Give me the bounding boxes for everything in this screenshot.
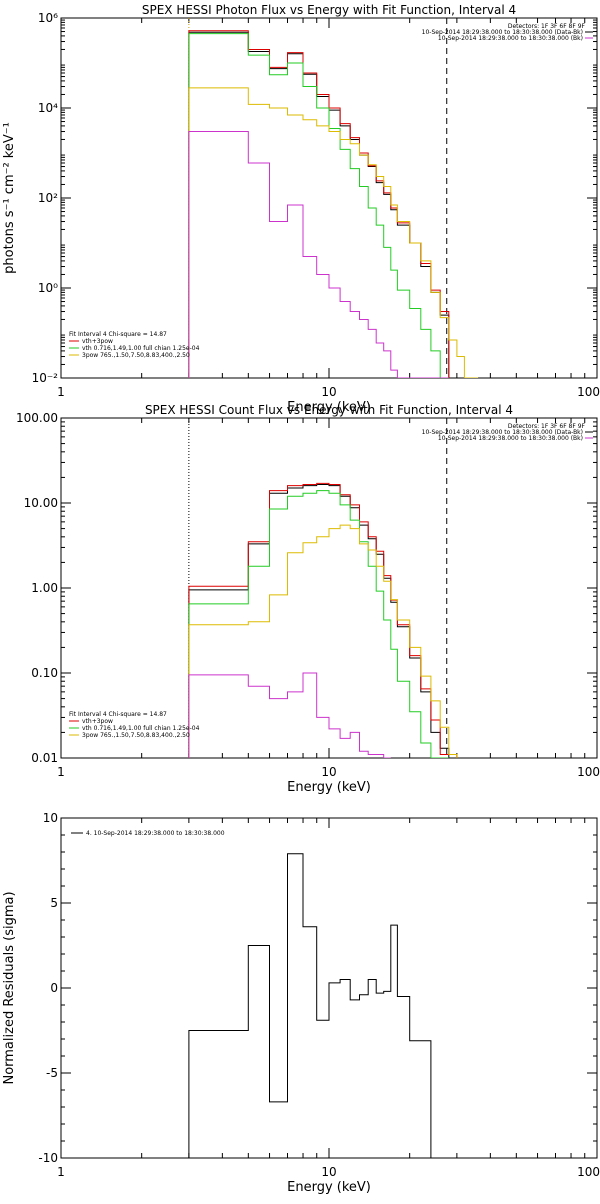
y-tick-label: 10⁰ <box>38 281 58 295</box>
legend-entry: 10-Sep-2014 18:29:38.000 to 18:30:38.000… <box>422 29 583 36</box>
series-vth <box>188 490 449 758</box>
fit-legend-entry: vth+3pow <box>82 718 113 725</box>
series-3pow <box>188 87 479 378</box>
fit-legend-entry: vth 0.716,1.49,1.00 full chian 1.25e-04 <box>82 725 200 732</box>
legend-entry: 10-Sep-2014 18:29:38.000 to 18:30:38.000… <box>438 435 583 442</box>
legend-entry: 4. 10-Sep-2014 18:29:38.000 to 18:30:38.… <box>86 830 225 837</box>
y-tick-label: 0.10 <box>31 666 58 680</box>
x-axis-label: Energy (keV) <box>287 400 371 415</box>
x-tick-label: 10 <box>321 765 336 779</box>
y-tick-label: 5 <box>50 896 58 910</box>
series-group <box>188 30 479 378</box>
y-tick-label: -5 <box>46 1066 58 1080</box>
fit-legend-entry: vth 0.716,1.49,1.00 full chian 1.25e-04 <box>82 345 200 352</box>
y-tick-label: 10⁶ <box>38 11 58 25</box>
series-data-bk <box>188 31 450 378</box>
x-tick-label: 10 <box>321 385 336 399</box>
series-3pow <box>188 524 458 758</box>
y-tick-label: 100.00 <box>16 411 58 425</box>
series-bk <box>188 131 449 378</box>
x-tick-label: 100 <box>577 765 600 779</box>
x-axis-label: Energy (keV) <box>287 1180 371 1195</box>
panel-1: 1 10 100 10⁻² 10⁰ 10² 10⁴ 10⁶ SPEX HESSI Photon … <box>2 3 600 415</box>
y-tick-label: 10.00 <box>24 496 58 510</box>
y-tick-label: 10⁻² <box>32 371 59 385</box>
fit-legend-entry: 3pow 765.,1.50,7.50,8.83,400.,2.50 <box>82 352 190 359</box>
fit-legend-header: Fit Interval 4 Chi-square = 14.87 <box>69 711 167 718</box>
x-tick-label: 100 <box>577 385 600 399</box>
fit-legend-entry: vth+3pow <box>82 338 113 345</box>
y-tick-label: 10² <box>38 191 58 205</box>
series-group <box>188 853 449 1158</box>
legend-entry: 10-Sep-2014 18:29:38.000 to 18:30:38.000… <box>422 429 583 436</box>
chart-title: SPEX HESSI Count Flux vs Energy with Fit… <box>145 403 513 417</box>
x-tick-label: 1 <box>57 385 65 399</box>
series-vth <box>188 33 449 378</box>
chart-title: SPEX HESSI Photon Flux vs Energy with Fi… <box>142 3 516 17</box>
x-tick-label: 1 <box>57 1165 65 1179</box>
legend-entry: 10-Sep-2014 18:29:38.000 to 18:30:38.000… <box>438 35 583 42</box>
y-tick-label: 1.00 <box>31 581 58 595</box>
legend-header: Detectors: 1F 3F 6F 8F 9F <box>508 423 586 430</box>
series-bk <box>188 672 391 758</box>
y-tick-label: 10 <box>43 811 58 825</box>
fit-legend-header: Fit Interval 4 Chi-square = 14.87 <box>69 331 167 338</box>
y-tick-label: -10 <box>38 1151 58 1165</box>
series-group <box>188 482 458 758</box>
legend-header: Detectors: 1F 3F 6F 8F 9F <box>508 23 586 30</box>
x-tick-label: 10 <box>321 1165 336 1179</box>
y-tick-label: 0.01 <box>31 751 58 765</box>
fit-legend-entry: 3pow 765.,1.50,7.50,8.83,400.,2.50 <box>82 732 190 739</box>
plot-frame <box>60 417 598 759</box>
plot-frame <box>60 17 598 379</box>
y-axis-label: photons s⁻¹ cm⁻² keV⁻¹ <box>2 122 17 274</box>
y-axis-label: Normalized Residuals (sigma) <box>2 891 17 1084</box>
series-residuals <box>188 853 449 1158</box>
series-vth-3pow <box>188 482 458 758</box>
panel-2: 1 10 100 0.01 0.10 1.00 10.00 100.00 SPEX HESSI … <box>16 403 600 795</box>
x-tick-label: 1 <box>57 765 65 779</box>
x-axis-label: Energy (keV) <box>287 780 371 795</box>
series-vth-3pow <box>188 30 450 378</box>
y-tick-label: 10⁴ <box>38 101 58 115</box>
x-tick-label: 100 <box>577 1165 600 1179</box>
y-tick-label: 0 <box>50 981 58 995</box>
